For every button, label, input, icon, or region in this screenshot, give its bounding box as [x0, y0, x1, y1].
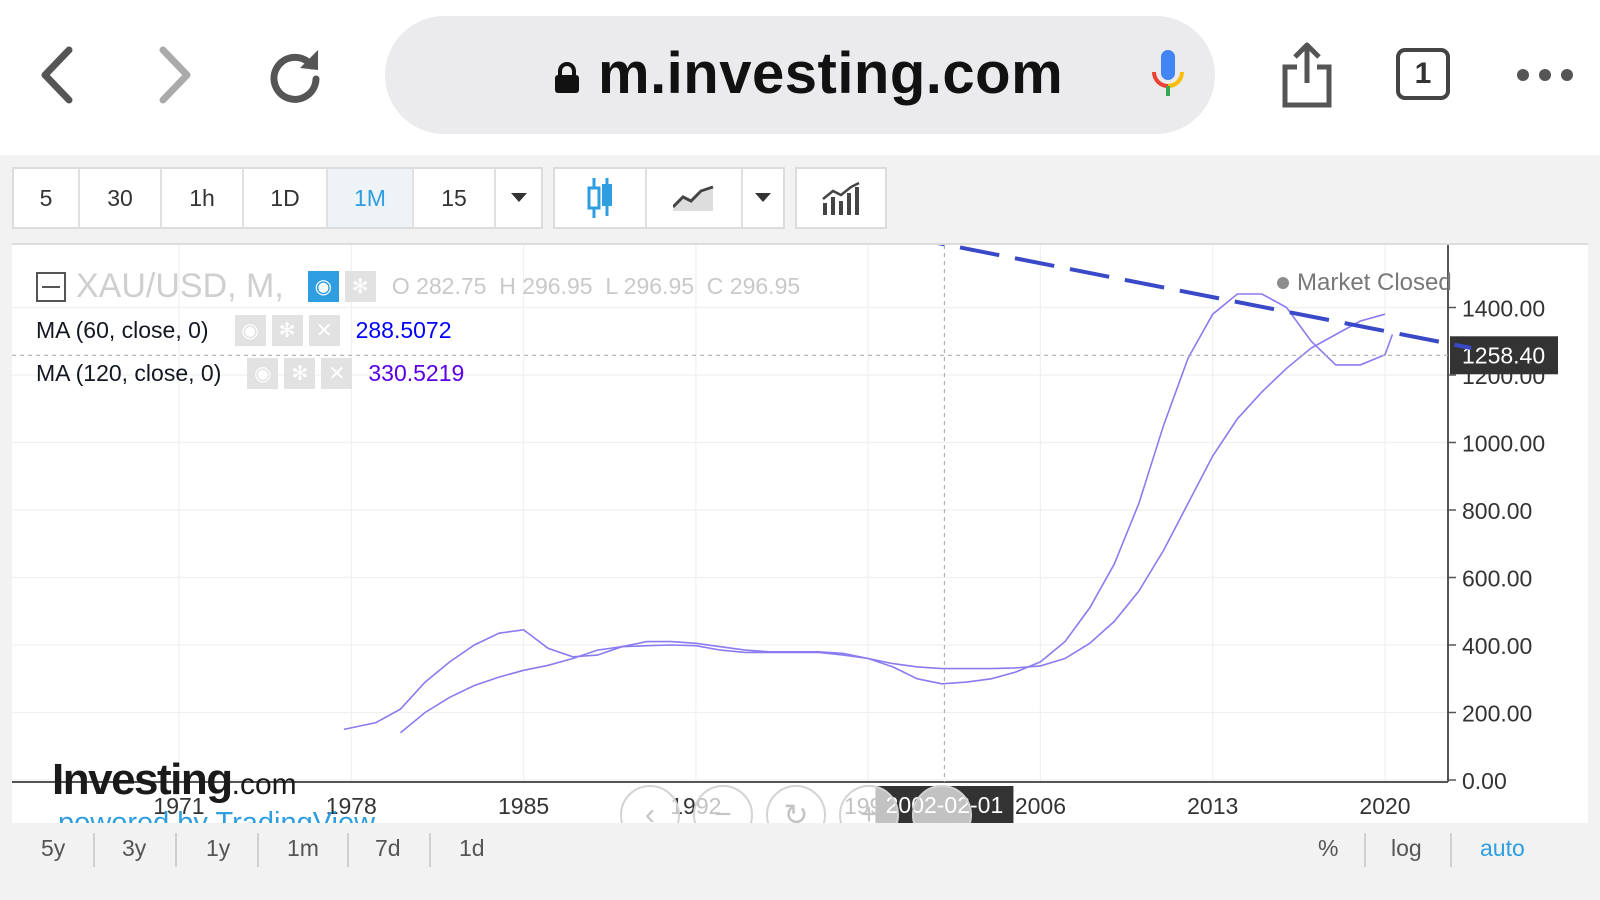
divider	[175, 833, 177, 867]
back-icon[interactable]	[12, 30, 102, 120]
y-tick-label: 1400.00	[1462, 296, 1545, 322]
interval-dropdown-button[interactable]	[496, 169, 541, 227]
x-tick-label: 1978	[326, 793, 377, 819]
mic-icon[interactable]	[1150, 48, 1186, 105]
range-5y-button[interactable]: 5y	[41, 835, 66, 861]
range-3y-button[interactable]: 3y	[122, 835, 147, 861]
status-dot-icon	[1277, 277, 1289, 289]
interval-1m-button[interactable]: 1M	[328, 169, 414, 227]
market-status: Market Closed	[1277, 269, 1452, 297]
y-tick-label: 600.00	[1462, 566, 1532, 592]
close-icon[interactable]: ✕	[321, 358, 353, 389]
chevron-down-icon	[510, 193, 527, 202]
y-tick-label: 1000.00	[1462, 431, 1545, 457]
more-icon[interactable]	[1500, 30, 1590, 120]
ma60-line	[343, 293, 1394, 731]
plus-icon: +	[860, 798, 878, 831]
auto-scale-button[interactable]: auto	[1480, 835, 1525, 861]
chart-type-group	[553, 167, 785, 229]
chart-toolbar: 5 30 1h 1D 1M 15	[0, 155, 1600, 243]
lock-icon	[553, 62, 581, 99]
url-text[interactable]: m.investing.com	[598, 41, 1064, 106]
y-tick-label: 0.00	[1462, 768, 1507, 794]
log-scale-button[interactable]: log	[1391, 835, 1422, 861]
ma120-line	[399, 313, 1386, 734]
reload-icon[interactable]	[250, 30, 340, 120]
x-tick-label: 2020	[1359, 793, 1410, 819]
tabs-icon[interactable]: 1	[1396, 48, 1450, 100]
line-chart-icon[interactable]	[647, 169, 743, 227]
interval-5-button[interactable]: 5	[14, 169, 80, 227]
candlestick-icon[interactable]	[555, 169, 647, 227]
forward-icon[interactable]	[130, 30, 220, 120]
logo-main-text: Investing	[52, 755, 233, 804]
indicators-icon[interactable]	[797, 169, 885, 227]
eye-icon[interactable]: ◉	[247, 358, 279, 389]
x-tick-label: 1971	[153, 793, 204, 819]
divider	[347, 833, 349, 867]
ma120-value: 330.5219	[368, 360, 465, 386]
percent-scale-button[interactable]: %	[1318, 835, 1339, 861]
price-label-box	[1450, 336, 1558, 375]
range-1m-button[interactable]: 1m	[287, 835, 319, 861]
trendline	[937, 245, 1472, 350]
y-tick-label: 800.00	[1462, 498, 1532, 524]
ma60-value: 288.5072	[355, 317, 452, 343]
range-7d-button[interactable]: 7d	[375, 835, 401, 861]
interval-1h-button[interactable]: 1h	[162, 169, 244, 227]
price-label: 1258.40	[1462, 342, 1545, 368]
x-tick-label: 1985	[498, 793, 549, 819]
interval-15-button[interactable]: 15	[414, 169, 496, 227]
tab-count-label: 1	[1414, 57, 1432, 90]
x-tick-label: 2006	[1015, 793, 1066, 819]
x-tick-label: 2013	[1187, 793, 1238, 819]
legend-main-row: XAU/USD, M, ◉ ✻ O 282.75 H 296.95 L 296.…	[36, 267, 800, 306]
chevron-down-icon	[755, 193, 771, 202]
range-1y-button[interactable]: 1y	[206, 835, 231, 861]
browser-toolbar: m.investing.com 1	[0, 0, 1600, 155]
address-bar[interactable]	[385, 16, 1215, 134]
range-bar: 5y 3y 1y 1m 7d 1d % log auto	[12, 823, 1588, 893]
chart-type-dropdown-button[interactable]	[743, 169, 783, 227]
ma60-label: MA (60, close, 0)	[36, 317, 209, 343]
divider	[1450, 833, 1452, 867]
chart-widget: 5 30 1h 1D 1M 15 0.	[0, 155, 1600, 900]
divider	[93, 833, 95, 867]
close-icon[interactable]: ✕	[308, 315, 340, 346]
ohlc-values: O 282.75 H 296.95 L 296.95 C 296.95	[391, 273, 801, 299]
legend-ma120-row: MA (120, close, 0) ◉ ✻ ✕ 330.5219	[36, 358, 464, 389]
market-status-label: Market Closed	[1297, 269, 1452, 296]
eye-icon[interactable]: ◉	[307, 271, 339, 302]
divider	[1364, 833, 1366, 867]
share-icon[interactable]	[1262, 30, 1352, 120]
ma120-label: MA (120, close, 0)	[36, 360, 222, 386]
divider	[429, 833, 431, 867]
collapse-legend-icon[interactable]	[36, 271, 66, 302]
logo-suffix-text: .com	[231, 768, 297, 801]
chevron-left-icon: ‹	[645, 798, 655, 831]
legend-ma60-row: MA (60, close, 0) ◉ ✻ ✕ 288.5072	[36, 315, 452, 346]
symbol-label: XAU/USD, M,	[76, 267, 284, 305]
chart-svg[interactable]: 0.00200.00400.00600.00800.001000.001200.…	[12, 245, 1588, 845]
minus-icon: −	[714, 798, 732, 831]
indicators-group	[795, 167, 887, 229]
divider	[257, 833, 259, 867]
gear-icon[interactable]: ✻	[284, 358, 316, 389]
y-tick-label: 400.00	[1462, 633, 1532, 659]
y-tick-label: 200.00	[1462, 701, 1532, 727]
chart-area[interactable]: 0.00 200.00 400.00 600.00 800.00 1000.00 1200.…	[12, 243, 1588, 845]
eye-icon[interactable]: ◉	[234, 315, 266, 346]
chevron-right-icon: ›	[937, 798, 947, 831]
gear-icon[interactable]: ✻	[344, 271, 376, 302]
gear-icon[interactable]: ✻	[271, 315, 303, 346]
interval-group: 5 30 1h 1D 1M 15	[12, 167, 543, 229]
interval-30-button[interactable]: 30	[80, 169, 162, 227]
range-1d-button[interactable]: 1d	[459, 835, 485, 861]
interval-1d-button[interactable]: 1D	[244, 169, 328, 227]
